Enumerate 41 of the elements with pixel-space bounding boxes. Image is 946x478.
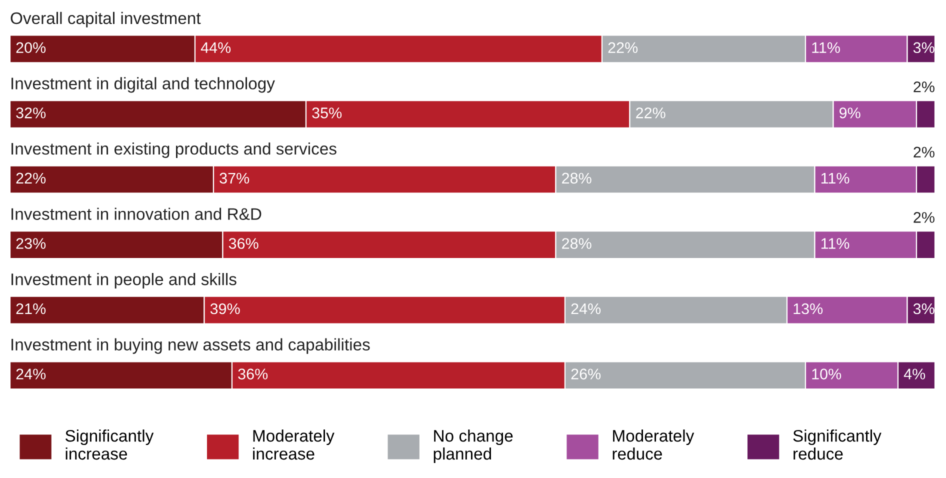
y-tick-label: Investment in people and skills bbox=[12, 273, 236, 289]
data-label: 36% bbox=[228, 238, 258, 249]
data-label: 2% bbox=[914, 81, 934, 92]
data-label: 20% bbox=[16, 42, 46, 54]
y-tick-label: Investment in innovation and R&D bbox=[12, 208, 262, 220]
data-label: 4% bbox=[904, 368, 926, 380]
y-tick-label: Investment in buying new assets and capabilities bbox=[12, 338, 370, 354]
y-tick-label: Investment in digital and technology bbox=[12, 77, 275, 93]
legend-label: Significantly reduce bbox=[793, 430, 882, 460]
data-label: 3% bbox=[913, 303, 934, 314]
data-label: 11% bbox=[821, 238, 850, 249]
data-label: 22% bbox=[636, 108, 666, 118]
data-label: 23% bbox=[16, 238, 46, 249]
data-label: 13% bbox=[794, 303, 823, 314]
legend-label: Moderately reduce bbox=[612, 430, 694, 460]
data-label: 24% bbox=[571, 303, 601, 314]
data-label: 44% bbox=[200, 42, 231, 53]
data-label: 22% bbox=[16, 172, 46, 184]
data-label: 36% bbox=[238, 368, 268, 380]
data-label: 24% bbox=[16, 368, 46, 380]
data-label: 28% bbox=[562, 238, 592, 249]
data-label: 32% bbox=[16, 108, 46, 118]
data-label: 9% bbox=[840, 108, 860, 118]
data-label: 2% bbox=[914, 146, 934, 158]
legend-label: No change planned bbox=[434, 430, 513, 463]
y-tick-label: Investment in existing products and services bbox=[12, 142, 336, 158]
data-label: 11% bbox=[821, 172, 850, 184]
data-label: 21% bbox=[16, 303, 46, 314]
data-label: 28% bbox=[562, 172, 592, 184]
data-label: 39% bbox=[210, 303, 240, 314]
data-label: 35% bbox=[312, 108, 342, 118]
data-label: 26% bbox=[571, 368, 601, 380]
data-label: 2% bbox=[914, 212, 934, 223]
data-label: 22% bbox=[608, 42, 638, 53]
y-tick-label: Overall capital investment bbox=[10, 12, 201, 28]
legend-label: Moderately increase bbox=[253, 430, 334, 460]
data-label: 3% bbox=[913, 42, 934, 54]
data-label: 11% bbox=[812, 42, 840, 53]
data-label: 10% bbox=[812, 368, 842, 380]
legend-label: Significantly increase bbox=[65, 430, 154, 460]
data-label: 37% bbox=[220, 172, 250, 184]
